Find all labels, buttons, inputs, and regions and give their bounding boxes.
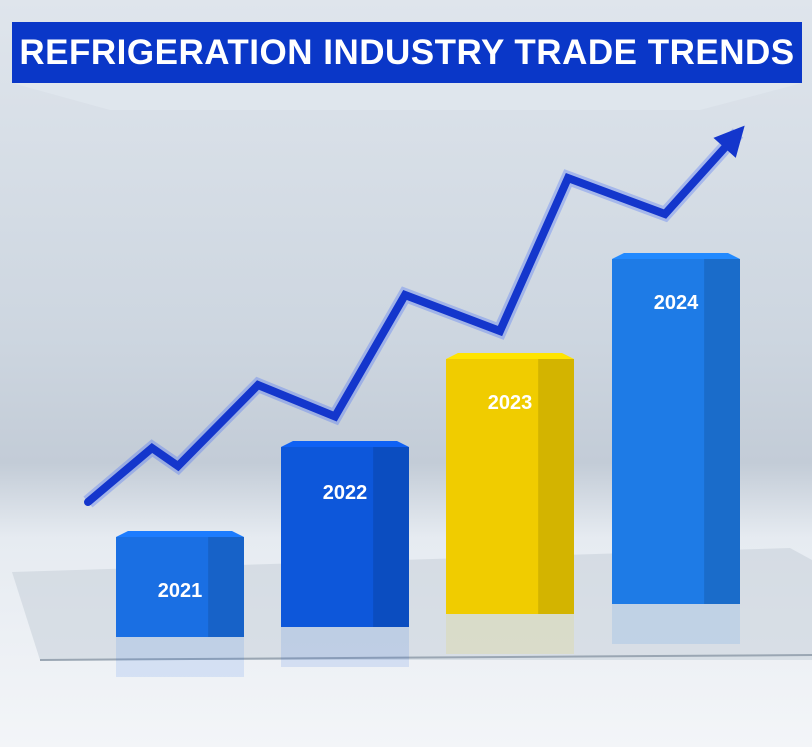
bar-side-2021 bbox=[208, 537, 244, 637]
bar-reflection-2023 bbox=[446, 614, 574, 654]
bar-2024: 2024 bbox=[612, 253, 740, 644]
bar-2023: 2023 bbox=[446, 353, 574, 654]
bar-reflection-2022 bbox=[281, 627, 409, 667]
floor-edge bbox=[39, 654, 812, 661]
bar-label-2021: 2021 bbox=[158, 580, 203, 602]
bar-label-2024: 2024 bbox=[654, 292, 699, 314]
bar-reflection-2021 bbox=[116, 637, 244, 677]
bar-reflection-2024 bbox=[612, 604, 740, 644]
bar-top-2022 bbox=[281, 441, 409, 447]
bar-label-2023: 2023 bbox=[488, 392, 533, 414]
bar-side-2023 bbox=[538, 359, 574, 614]
bar-top-2021 bbox=[116, 531, 244, 537]
chart-title: REFRIGERATION INDUSTRY TRADE TRENDS bbox=[19, 32, 795, 72]
trend-arrow-head bbox=[713, 125, 745, 158]
bar-side-2022 bbox=[373, 447, 409, 627]
chart-title-banner: REFRIGERATION INDUSTRY TRADE TRENDS bbox=[12, 22, 802, 83]
bar-side-2024 bbox=[704, 259, 740, 604]
bar-top-2024 bbox=[612, 253, 740, 259]
bar-2021: 2021 bbox=[116, 531, 244, 677]
bar-2022: 2022 bbox=[281, 441, 409, 667]
bar-top-2023 bbox=[446, 353, 574, 359]
title-shelf bbox=[12, 83, 802, 110]
trend-line bbox=[84, 129, 742, 506]
bar-label-2022: 2022 bbox=[323, 482, 368, 504]
